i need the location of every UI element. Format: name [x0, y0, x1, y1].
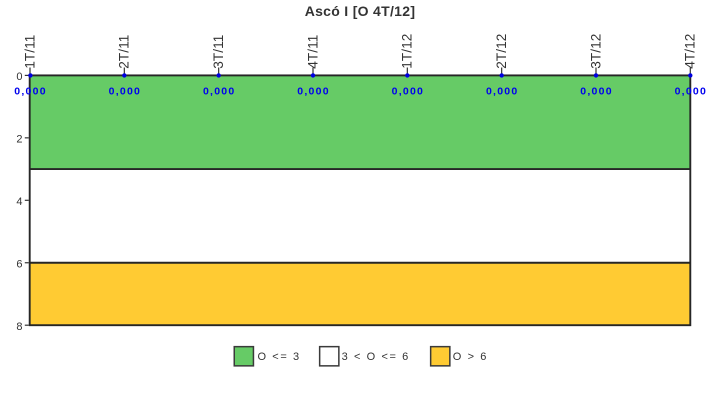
svg-text:0,000: 0,000: [580, 86, 613, 98]
svg-text:0,000: 0,000: [297, 86, 330, 98]
svg-text:1T/11: 1T/11: [22, 35, 37, 69]
svg-text:2: 2: [16, 134, 22, 146]
svg-text:4: 4: [16, 196, 22, 208]
svg-text:2T/12: 2T/12: [494, 34, 509, 69]
svg-text:O <= 3: O <= 3: [258, 351, 301, 363]
svg-text:0,000: 0,000: [203, 86, 236, 98]
svg-text:3 < O <= 6: 3 < O <= 6: [342, 351, 410, 363]
svg-text:0,000: 0,000: [486, 86, 519, 98]
svg-text:3T/12: 3T/12: [588, 34, 603, 69]
svg-text:0,000: 0,000: [675, 86, 708, 98]
svg-text:8: 8: [16, 321, 22, 333]
svg-text:O > 6: O > 6: [453, 351, 488, 363]
svg-text:0,000: 0,000: [14, 86, 47, 98]
svg-text:Ascó I [O 4T/12]: Ascó I [O 4T/12]: [305, 3, 416, 19]
svg-text:0,000: 0,000: [109, 86, 142, 98]
svg-text:6: 6: [16, 258, 22, 270]
svg-text:0: 0: [16, 71, 22, 83]
svg-text:0,000: 0,000: [392, 86, 425, 98]
svg-text:3T/11: 3T/11: [211, 35, 226, 69]
svg-text:4T/12: 4T/12: [683, 34, 698, 69]
svg-text:4T/11: 4T/11: [305, 35, 320, 69]
svg-text:1T/12: 1T/12: [400, 34, 415, 69]
svg-text:2T/11: 2T/11: [117, 35, 132, 69]
